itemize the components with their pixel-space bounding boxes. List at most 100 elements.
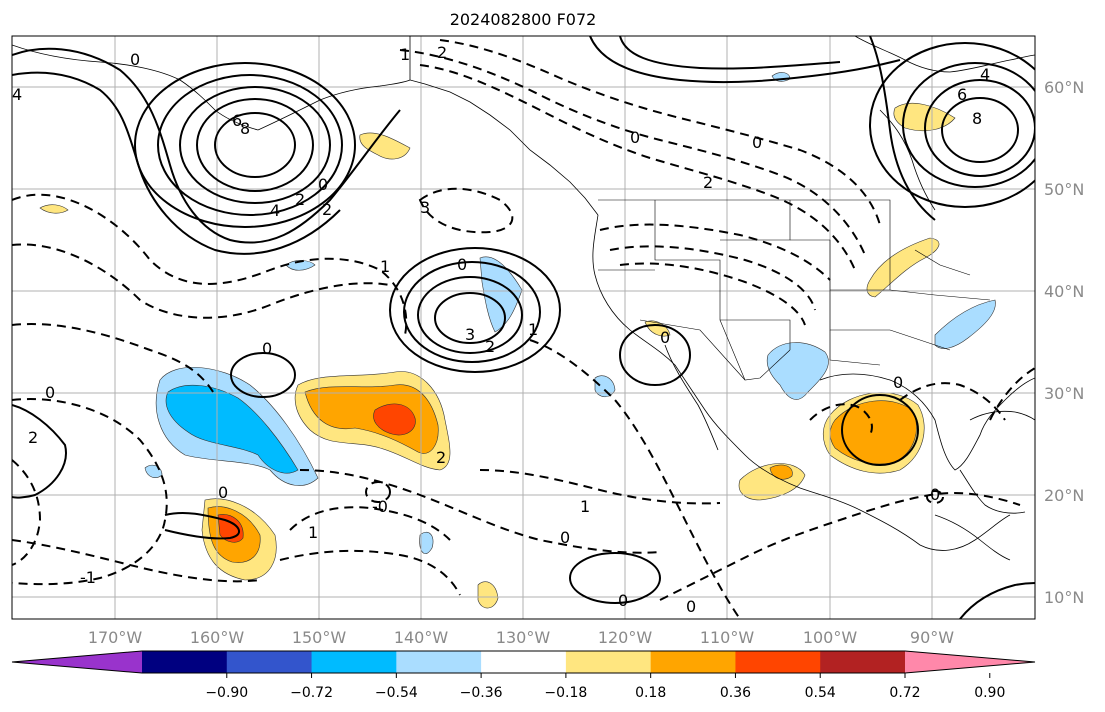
- lon-label: 110°W: [700, 628, 755, 647]
- colorbar-tick-label: −0.90: [205, 685, 248, 701]
- contour-label: 6: [232, 111, 242, 130]
- map-frame: [11, 35, 1036, 620]
- medium-positive-anomaly-region: [304, 384, 439, 454]
- lon-label: 170°W: [88, 628, 143, 647]
- lon-label: 90°W: [910, 628, 954, 647]
- colorbar-segment: [650, 651, 736, 673]
- positive-anomaly-region: [39, 204, 69, 214]
- contour-label: 8: [240, 119, 250, 138]
- positive-anomaly-region: [893, 102, 956, 131]
- colorbar: −0.90 −0.72 −0.54 −0.36 −0.18 0.18 0.36 0.54 0.7…: [11, 650, 1036, 701]
- positive-anomaly-region: [359, 132, 411, 160]
- contour-label: 0: [218, 483, 228, 502]
- negative-anomaly-region: [594, 375, 616, 398]
- positive-anomaly-region: [866, 237, 940, 298]
- positive-contours: [12, 36, 1035, 619]
- map-title: 2024082800 F072: [449, 10, 597, 29]
- contour-label: 8: [972, 109, 982, 128]
- borders: [598, 199, 991, 381]
- colorbar-segment: [565, 651, 652, 673]
- contour-label: 2: [436, 448, 446, 467]
- contour-label: 0: [930, 485, 940, 504]
- negative-anomaly-region: [479, 256, 523, 333]
- lat-label: 40°N: [1044, 282, 1084, 301]
- contour-label: 0: [618, 591, 628, 610]
- lat-label: 50°N: [1044, 180, 1084, 199]
- contour-label: 0: [262, 339, 272, 358]
- lat-label: 60°N: [1044, 78, 1084, 97]
- colorbar-tick-label: 0.90: [974, 685, 1005, 701]
- contour-label: 0: [457, 255, 467, 274]
- colorbar-tick-label: −0.72: [290, 685, 333, 701]
- contour-label: 0: [130, 50, 140, 69]
- lat-label: 20°N: [1044, 486, 1084, 505]
- contour-label: 0: [686, 597, 696, 616]
- longitude-labels: 170°W 160°W 150°W 140°W 130°W 120°W 110°…: [88, 628, 954, 647]
- lat-label: 30°N: [1044, 384, 1084, 403]
- lon-label: 150°W: [292, 628, 347, 647]
- coastlines: [12, 36, 1035, 561]
- contour-label: 0: [45, 383, 55, 402]
- contour-label: 1: [308, 523, 318, 542]
- lon-label: 120°W: [598, 628, 653, 647]
- lon-label: 130°W: [496, 628, 551, 647]
- lon-label: 160°W: [190, 628, 245, 647]
- negative-anomaly-region: [419, 531, 434, 554]
- contour-label: 0: [560, 528, 570, 547]
- contour-labels: 6 8 4 2 0 2 3 1 0 3 2 1 0 0 2 2 0 -0 1 -…: [12, 43, 990, 616]
- contour-label: 0: [752, 133, 762, 152]
- contour-label: 3: [420, 198, 430, 217]
- contour-label: 1: [400, 45, 410, 64]
- contour-label: 1: [580, 497, 590, 516]
- contour-label: 6: [957, 85, 967, 104]
- lat-label: 10°N: [1044, 588, 1084, 607]
- colorbar-segment: [226, 651, 313, 673]
- contour-label: 2: [703, 173, 713, 192]
- colorbar-segment: [820, 651, 906, 673]
- colorbar-extend-high: [905, 651, 1035, 673]
- negative-anomaly-region: [934, 299, 996, 349]
- colorbar-tick-label: 0.18: [635, 685, 666, 701]
- positive-anomaly-region: [477, 581, 499, 609]
- contour-label: 2: [322, 200, 332, 219]
- negative-contours: [12, 39, 1035, 619]
- contour-label: 1: [528, 320, 538, 339]
- contour-label: 4: [270, 201, 280, 220]
- colorbar-segment: [481, 651, 567, 673]
- colorbar-segment: [396, 651, 482, 673]
- contour-label: -0: [372, 497, 388, 516]
- map-area: [12, 36, 1035, 619]
- contour-label: 2: [28, 428, 38, 447]
- contour-label: 4: [980, 65, 990, 84]
- lon-label: 140°W: [394, 628, 449, 647]
- latitude-labels: 60°N 50°N 40°N 30°N 20°N 10°N: [1044, 78, 1084, 607]
- shaded-regions: [39, 72, 996, 609]
- colorbar-segment: [311, 651, 397, 673]
- contour-label: 4: [12, 85, 22, 104]
- contour-label: 1: [380, 257, 390, 276]
- colorbar-tick-label: −0.54: [375, 685, 418, 701]
- contour-label: 2: [295, 190, 305, 209]
- contour-label: 0: [893, 373, 903, 392]
- colorbar-extend-low: [12, 651, 142, 673]
- colorbar-tick-label: −0.36: [460, 685, 503, 701]
- colorbar-tick-label: 0.72: [889, 685, 920, 701]
- strong-positive-anomaly-region: [373, 403, 416, 436]
- lon-label: 100°W: [803, 628, 858, 647]
- colorbar-segment: [142, 651, 228, 673]
- contour-label: 0: [318, 175, 328, 194]
- colorbar-segment: [735, 651, 821, 673]
- contour-label: 3: [465, 325, 475, 344]
- contour-label: 2: [485, 337, 495, 356]
- colorbar-tick-label: −0.18: [544, 685, 587, 701]
- contour-label: 0: [660, 328, 670, 347]
- contour-label: 2: [437, 43, 447, 62]
- colorbar-tick-label: 0.36: [720, 685, 751, 701]
- negative-anomaly-region: [285, 260, 316, 271]
- colorbar-outline: [11, 650, 1036, 674]
- contour-label: 0: [630, 128, 640, 147]
- contour-label: -1: [80, 568, 96, 587]
- colorbar-tick-label: 0.54: [805, 685, 836, 701]
- strong-negative-anomaly-region: [165, 384, 299, 474]
